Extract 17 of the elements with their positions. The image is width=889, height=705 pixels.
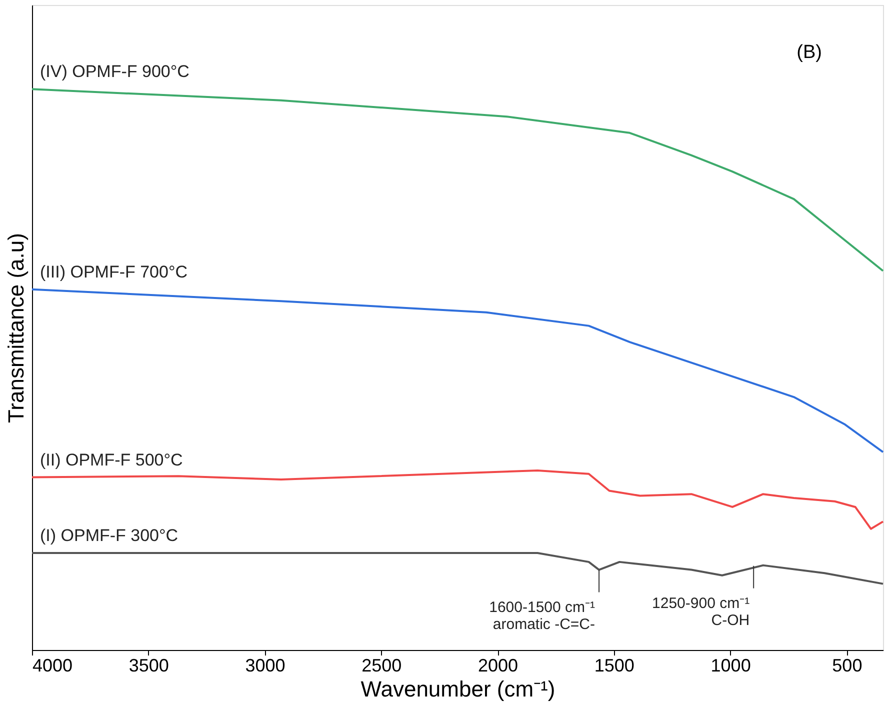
- text: (B): [796, 42, 822, 63]
- y-axis-title: Transmittance (a.u): [4, 233, 28, 423]
- x-axis-title: Wavenumber (cm⁻¹): [360, 676, 556, 702]
- series-label: (III) OPMF-F 700°C: [40, 262, 188, 282]
- x-tick-label: 3000: [245, 656, 286, 676]
- x-tick-label: 1500: [594, 656, 634, 676]
- annotation: 1600-1500 cm⁻¹ aromatic -C=C-: [489, 598, 596, 633]
- x-tick-label: 2500: [362, 656, 402, 676]
- series-label: (II) OPMF-F 500°C: [40, 450, 183, 470]
- x-tick-label: 1000: [710, 656, 751, 676]
- x-tick-label: 4000: [32, 656, 73, 676]
- series-label: (IV) OPMF-F 900°C: [40, 62, 190, 82]
- x-tick-label: 2000: [478, 656, 518, 676]
- annotation: 1250-900 cm⁻¹ C-OH: [652, 594, 750, 629]
- x-tick-label: 3500: [128, 656, 169, 676]
- series-label: (I) OPMF-F 300°C: [40, 526, 178, 545]
- x-tick-label: 500: [832, 656, 862, 676]
